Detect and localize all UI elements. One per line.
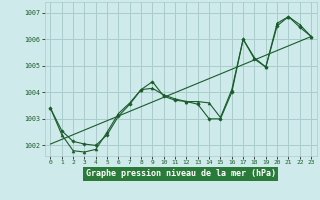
X-axis label: Graphe pression niveau de la mer (hPa): Graphe pression niveau de la mer (hPa) xyxy=(86,169,276,178)
